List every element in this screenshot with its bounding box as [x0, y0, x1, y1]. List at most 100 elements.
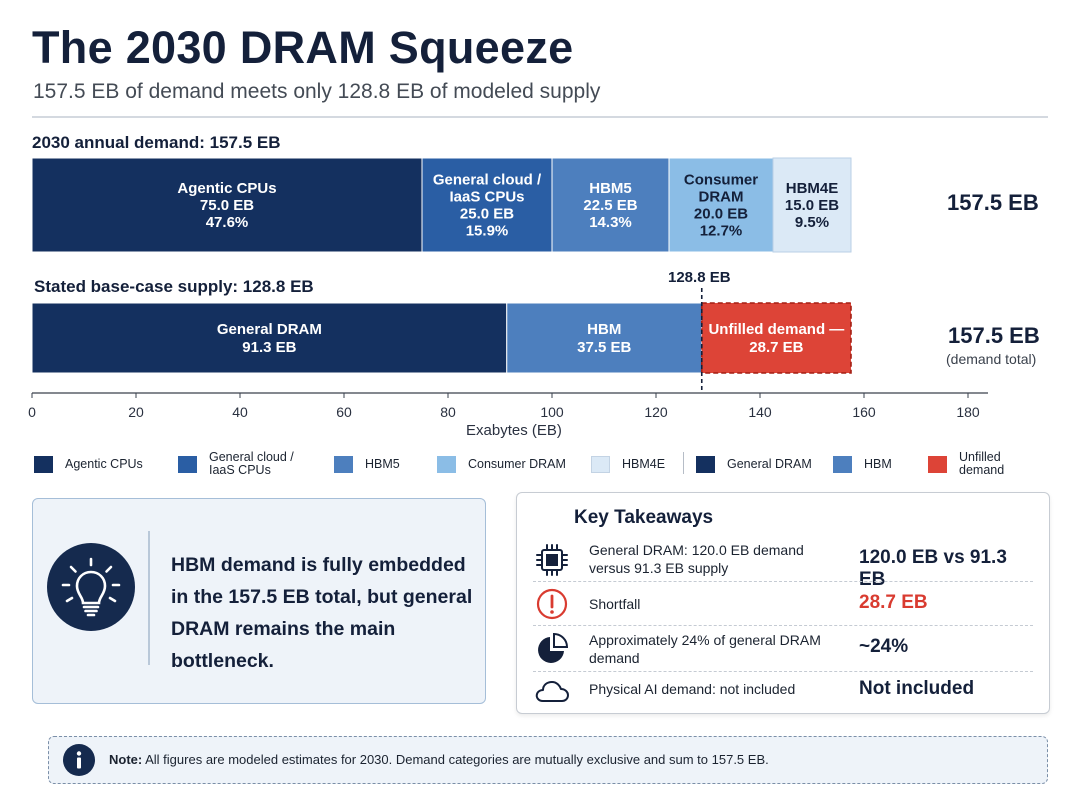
- legend-swatch: [178, 455, 197, 473]
- legend-swatch: [928, 455, 947, 473]
- bar-segment-general-dram: [31, 302, 508, 374]
- bar-segment-label: Consumer: [684, 172, 758, 189]
- pie-chart-icon: [533, 630, 571, 668]
- x-axis-tick-label: 0: [28, 404, 36, 420]
- demand-bar-heading: 2030 annual demand: 157.5 EB: [32, 133, 281, 152]
- legend-swatch: [437, 455, 456, 473]
- legend-swatch: [334, 455, 353, 473]
- key-takeaways-title: Key Takeaways: [574, 507, 714, 528]
- bar-segment-label: 9.5%: [795, 214, 829, 231]
- takeaway-separator: [533, 581, 1033, 582]
- page-subtitle: 157.5 EB of demand meets only 128.8 EB o…: [33, 80, 601, 103]
- cloud-icon: [533, 673, 571, 711]
- bar-segment-label: General cloud /: [433, 172, 542, 189]
- bar-segment-label: 14.3%: [589, 214, 632, 231]
- bar-segment-label: 25.0 EB: [460, 206, 514, 223]
- legend-label: HBM: [864, 456, 892, 471]
- x-axis-tick-label: 20: [128, 404, 144, 420]
- bar-segment-label: DRAM: [699, 189, 744, 206]
- alert-icon: [533, 585, 571, 623]
- legend-item-hbm4e: HBM4E: [591, 448, 665, 480]
- lightbulb-icon: [47, 543, 135, 631]
- legend-item-general-cloud: General cloud / IaaS CPUs: [178, 448, 294, 480]
- page-title: The 2030 DRAM Squeeze: [32, 22, 574, 73]
- insight-panel: HBM demand is fully embedded in the 157.…: [32, 498, 486, 704]
- legend-swatch: [34, 455, 53, 473]
- takeaway-description: Approximately 24% of general DRAM demand: [589, 632, 821, 666]
- legend-label: Unfilled demand: [959, 450, 1005, 477]
- bar-segment-label: 15.9%: [466, 223, 509, 240]
- x-axis-tick-label: 120: [644, 404, 668, 420]
- chart-legend: Agentic CPUs General cloud / IaaS CPUs H…: [32, 448, 1048, 480]
- bar-segment-hbm5: [551, 157, 670, 253]
- bar-segment-unfilled-demand: [700, 302, 852, 374]
- takeaway-value: ~24%: [859, 636, 909, 657]
- legend-label: HBM5: [365, 456, 400, 471]
- bar-segment-consumer-dram: [668, 157, 774, 253]
- legend-item-agentic-cpus: Agentic CPUs: [34, 448, 143, 480]
- chip-icon: [533, 541, 571, 579]
- bar-segment-label: 12.7%: [700, 223, 743, 240]
- legend-divider: [683, 452, 684, 474]
- takeaway-separator: [533, 625, 1033, 626]
- footnote-panel: Note: All figures are modeled estimates …: [48, 736, 1048, 784]
- x-axis-title: Exabytes (EB): [466, 422, 562, 439]
- takeaway-value: 120.0 EB vs 91.3 EB: [859, 547, 1007, 590]
- bar-segment-label: HBM5: [589, 180, 632, 197]
- takeaway-value: 28.7 EB: [859, 592, 928, 613]
- x-axis-tick-label: 80: [440, 404, 456, 420]
- x-axis-tick-label: 40: [232, 404, 248, 420]
- bar-segment-label: 75.0 EB: [200, 197, 254, 214]
- x-axis-tick-label: 160: [852, 404, 876, 420]
- key-takeaways-panel: Key Takeaways General DRAM: 120.0 EB dem…: [516, 492, 1050, 714]
- legend-item-unfilled-demand: Unfilled demand: [928, 448, 1048, 480]
- takeaway-row: Physical AI demand: not included Not inc…: [529, 673, 1033, 711]
- bar-segment-label: 47.6%: [206, 214, 249, 231]
- bar-segment-label: 20.0 EB: [694, 206, 748, 223]
- footnote-text: Note: All figures are modeled estimates …: [109, 752, 769, 767]
- legend-label: HBM4E: [622, 456, 666, 471]
- legend-item-hbm5: HBM5: [334, 448, 400, 480]
- header-divider: [32, 116, 1048, 118]
- legend-item-hbm: HBM: [833, 448, 892, 480]
- info-icon: [63, 744, 95, 776]
- legend-item-general-dram: General DRAM: [696, 448, 812, 480]
- bar-segment-hbm4e: [772, 157, 852, 253]
- bar-segment-general-cloud-iaas-cpus: [421, 157, 553, 253]
- bar-segment-label: 37.5 EB: [577, 339, 631, 356]
- takeaway-description: General DRAM: 120.0 EB demand versus 91.…: [589, 542, 804, 576]
- legend-label: Consumer DRAM: [468, 456, 566, 471]
- legend-item-consumer-dram: Consumer DRAM: [437, 448, 566, 480]
- bar-segment-label: HBM: [587, 321, 621, 338]
- x-axis-tick-label: 140: [748, 404, 772, 420]
- legend-label: Agentic CPUs: [65, 456, 143, 471]
- bar-segment-label: 91.3 EB: [242, 339, 296, 356]
- takeaway-value: Not included: [859, 678, 975, 699]
- bar-segment-label: 15.0 EB: [785, 197, 839, 214]
- x-axis-tick-label: 100: [540, 404, 564, 420]
- x-axis-tick-label: 60: [336, 404, 352, 420]
- bar-segment-label: Agentic CPUs: [177, 180, 276, 197]
- takeaway-row: Approximately 24% of general DRAM demand…: [529, 627, 1033, 671]
- x-axis-tick-label: 180: [956, 404, 980, 420]
- insight-text: HBM demand is fully embedded in the 157.…: [171, 554, 473, 672]
- bar-segment-agentic-cpus: [31, 157, 423, 253]
- legend-swatch: [833, 455, 852, 473]
- insight-divider: [148, 531, 150, 665]
- takeaway-row: General DRAM: 120.0 EB demand versus 91.…: [529, 537, 1033, 590]
- bar-segment-label: 22.5 EB: [583, 197, 637, 214]
- supply-total-label: 157.5 EB: [948, 323, 1040, 348]
- legend-swatch: [591, 455, 610, 473]
- demand-total-label: 157.5 EB: [947, 190, 1039, 215]
- bar-segment-label: Unfilled demand —: [708, 321, 844, 338]
- takeaway-description: Physical AI demand: not included: [589, 681, 796, 697]
- bar-segment-hbm: [506, 302, 703, 374]
- footnote-body: All figures are modeled estimates for 20…: [145, 752, 769, 767]
- bar-segment-label: IaaS CPUs: [449, 189, 524, 206]
- bar-segment-label: General DRAM: [217, 321, 322, 338]
- legend-swatch: [696, 455, 715, 473]
- takeaway-description: Shortfall: [589, 596, 641, 612]
- takeaway-row: Shortfall 28.7 EB: [529, 583, 1033, 625]
- footnote-lead: Note:: [109, 752, 143, 767]
